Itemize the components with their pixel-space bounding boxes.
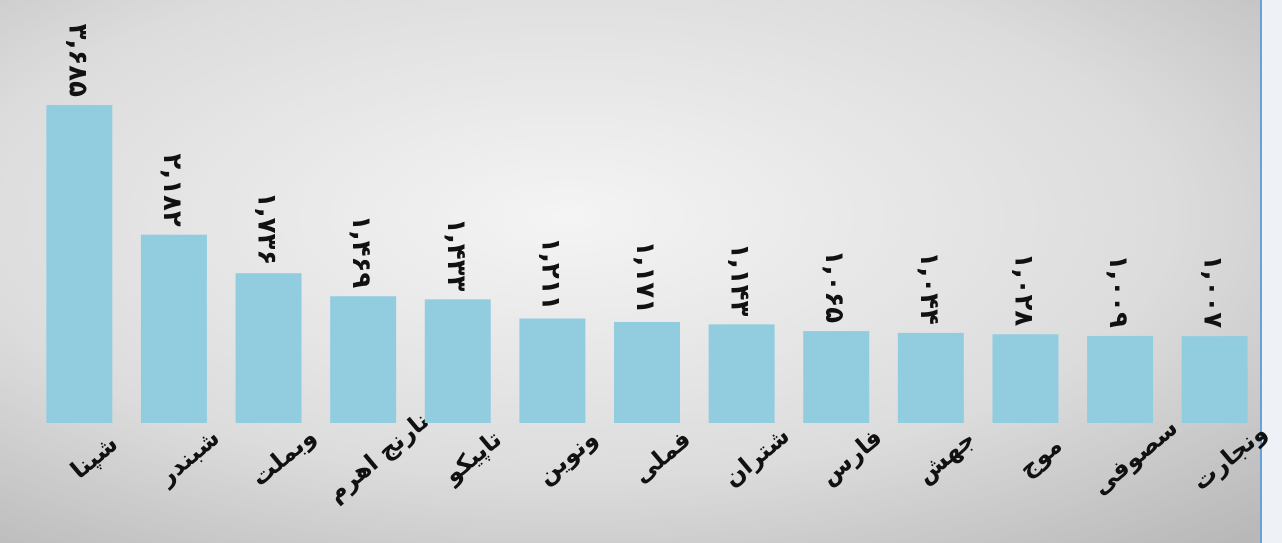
side-panel [1260,0,1282,543]
value-label: ۱,۱۴۳ [725,243,755,316]
value-label: ۱,۷۳۶ [252,192,282,265]
bar [1182,336,1248,423]
value-label: ۲,۱۸۲ [157,153,187,226]
value-label: ۱,۱۷۱ [630,241,660,314]
bar [709,324,775,423]
value-label: ۱,۰۲۸ [1008,253,1038,326]
bar [614,322,680,423]
bar [236,273,302,423]
chart: ۳,۶۸۵شپنا۲,۱۸۲شبندر۱,۷۳۶وبملت۱,۴۶۹نارنج … [0,0,1282,543]
value-label: ۱,۰۶۵ [819,250,849,323]
bar [803,331,869,423]
bar [1087,336,1153,423]
value-label: ۱,۰۰۷ [1198,255,1228,328]
value-label: ۱,۴۳۳ [441,218,471,291]
bar [425,299,491,423]
bar [898,333,964,423]
value-label: ۳,۶۸۵ [62,24,92,97]
bar [992,334,1058,423]
bar [141,235,207,423]
value-label: ۱,۰۴۴ [914,252,944,325]
bar [46,105,112,423]
bar [519,318,585,423]
value-label: ۱,۴۶۹ [346,215,376,288]
value-label: ۱,۲۱۱ [535,237,565,310]
value-label: ۱,۰۰۹ [1103,255,1133,328]
bar [330,296,396,423]
